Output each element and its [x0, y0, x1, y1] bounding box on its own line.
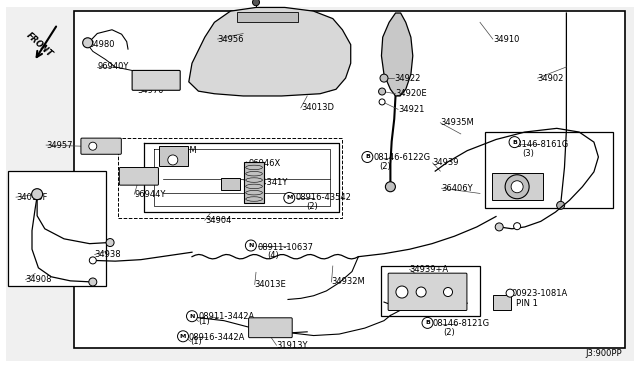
- Text: 36406Y: 36406Y: [442, 184, 473, 193]
- Text: 08146-6122G: 08146-6122G: [374, 153, 431, 162]
- Text: 08911-10637: 08911-10637: [257, 243, 314, 251]
- Circle shape: [89, 142, 97, 150]
- Text: 34921: 34921: [398, 105, 424, 114]
- Bar: [244, 162, 264, 203]
- Text: N: N: [248, 243, 253, 248]
- Text: FRONT: FRONT: [25, 31, 54, 60]
- Circle shape: [177, 331, 189, 342]
- Text: 34956: 34956: [218, 35, 244, 44]
- Text: 96946X: 96946X: [248, 159, 280, 168]
- Bar: [381, 266, 480, 316]
- Circle shape: [396, 286, 408, 298]
- FancyBboxPatch shape: [81, 138, 122, 154]
- Text: 08146-8161G: 08146-8161G: [512, 140, 569, 149]
- Text: (2): (2): [443, 328, 454, 337]
- Text: N: N: [189, 314, 195, 319]
- Text: PIN 1: PIN 1: [516, 299, 538, 308]
- Circle shape: [168, 155, 178, 165]
- Text: J3:900PP: J3:900PP: [586, 349, 622, 358]
- Text: E4341Y: E4341Y: [256, 178, 287, 187]
- Text: 34939: 34939: [433, 158, 459, 167]
- FancyBboxPatch shape: [119, 167, 159, 185]
- Text: 96944Y: 96944Y: [134, 190, 166, 199]
- Text: 34920E: 34920E: [396, 89, 427, 98]
- Circle shape: [505, 175, 529, 199]
- Text: 34013D: 34013D: [301, 103, 334, 112]
- Text: 34939+B: 34939+B: [392, 291, 431, 300]
- Circle shape: [385, 182, 396, 192]
- Text: M: M: [286, 195, 292, 201]
- Circle shape: [509, 137, 520, 148]
- Text: 34939+A: 34939+A: [410, 265, 449, 274]
- Circle shape: [31, 189, 43, 200]
- Bar: [74, 11, 625, 348]
- Text: 08916-43542: 08916-43542: [296, 193, 351, 202]
- Text: 34980: 34980: [88, 40, 115, 49]
- Circle shape: [511, 181, 523, 193]
- Text: 34013F: 34013F: [16, 193, 47, 202]
- Text: 96940Y: 96940Y: [97, 62, 129, 71]
- Text: 34922: 34922: [394, 74, 420, 83]
- Bar: [492, 173, 543, 200]
- Text: B: B: [425, 320, 430, 326]
- Text: 34902: 34902: [538, 74, 564, 83]
- Text: 34910: 34910: [493, 35, 519, 44]
- Circle shape: [444, 288, 452, 296]
- Text: 08916-3442A: 08916-3442A: [188, 333, 244, 341]
- Bar: [159, 146, 188, 166]
- Text: 34908: 34908: [26, 275, 52, 284]
- Text: B: B: [512, 140, 517, 145]
- Text: 08146-8121G: 08146-8121G: [433, 319, 490, 328]
- Circle shape: [379, 99, 385, 105]
- Polygon shape: [381, 13, 413, 96]
- Bar: [485, 132, 613, 208]
- Text: 34932M: 34932M: [332, 278, 365, 286]
- Circle shape: [557, 201, 564, 209]
- Circle shape: [90, 257, 96, 264]
- Circle shape: [186, 311, 198, 322]
- Text: 34904: 34904: [205, 216, 231, 225]
- Circle shape: [89, 278, 97, 286]
- Circle shape: [284, 192, 295, 203]
- Text: (2): (2): [379, 162, 390, 171]
- Text: (3): (3): [522, 149, 534, 158]
- Circle shape: [416, 287, 426, 297]
- Circle shape: [245, 240, 257, 251]
- Circle shape: [106, 238, 114, 247]
- Text: (1): (1): [191, 337, 202, 346]
- Circle shape: [362, 151, 373, 163]
- Text: 34970: 34970: [138, 86, 164, 94]
- Circle shape: [253, 0, 259, 6]
- FancyBboxPatch shape: [248, 318, 292, 338]
- Text: 31913Y: 31913Y: [276, 341, 308, 350]
- Text: (2): (2): [306, 202, 317, 211]
- Text: 34957: 34957: [46, 141, 72, 150]
- Bar: [493, 295, 511, 310]
- Circle shape: [422, 317, 433, 328]
- Bar: [8, 171, 106, 286]
- Circle shape: [506, 289, 514, 297]
- Text: 34950M: 34950M: [163, 146, 197, 155]
- Text: 34013E: 34013E: [255, 280, 287, 289]
- Circle shape: [495, 223, 503, 231]
- Bar: [118, 138, 342, 218]
- Text: B: B: [365, 154, 370, 160]
- Text: 08911-3442A: 08911-3442A: [198, 312, 255, 321]
- Text: 34935M: 34935M: [440, 118, 474, 127]
- Circle shape: [379, 88, 385, 95]
- Circle shape: [380, 74, 388, 82]
- Text: (1): (1): [198, 317, 210, 326]
- FancyBboxPatch shape: [388, 273, 467, 311]
- Text: M: M: [180, 334, 186, 339]
- FancyBboxPatch shape: [132, 70, 180, 90]
- Bar: [221, 178, 240, 190]
- Bar: [237, 12, 298, 22]
- Circle shape: [514, 223, 520, 230]
- Text: 34938: 34938: [95, 250, 122, 259]
- Text: 00923-1081A: 00923-1081A: [512, 289, 568, 298]
- Polygon shape: [189, 7, 351, 96]
- Circle shape: [83, 38, 93, 48]
- Text: (4): (4): [268, 251, 279, 260]
